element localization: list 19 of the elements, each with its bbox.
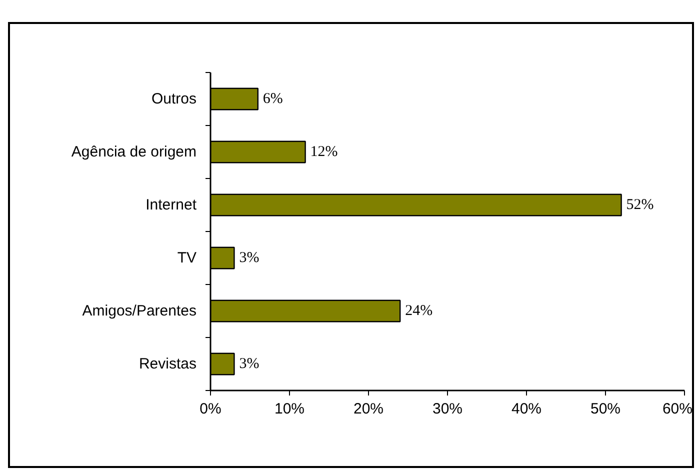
data-label: 52% (626, 197, 654, 213)
y-tick-label: Amigos/Parentes (82, 302, 197, 320)
x-tick-label: 60% (662, 400, 693, 418)
y-tick-label: Outros (151, 90, 196, 108)
y-tick-label: Revistas (138, 356, 197, 372)
x-tick-label: 10% (274, 400, 305, 418)
data-label: 24% (405, 303, 433, 319)
data-label: 6% (262, 91, 283, 107)
x-tick-label: 50% (590, 400, 621, 418)
x-tick-label: 20% (353, 400, 384, 418)
y-tick-label: TV (177, 250, 197, 266)
y-tick-label: Agência de origem (71, 144, 196, 160)
x-tick-label: 40% (511, 400, 542, 418)
x-tick-label: 0% (200, 400, 222, 418)
data-label: 3% (239, 356, 260, 372)
y-tick-label: Internet (146, 196, 198, 214)
data-label: 12% (310, 144, 338, 160)
data-label: 3% (239, 250, 260, 266)
x-tick-label: 30% (432, 400, 463, 418)
